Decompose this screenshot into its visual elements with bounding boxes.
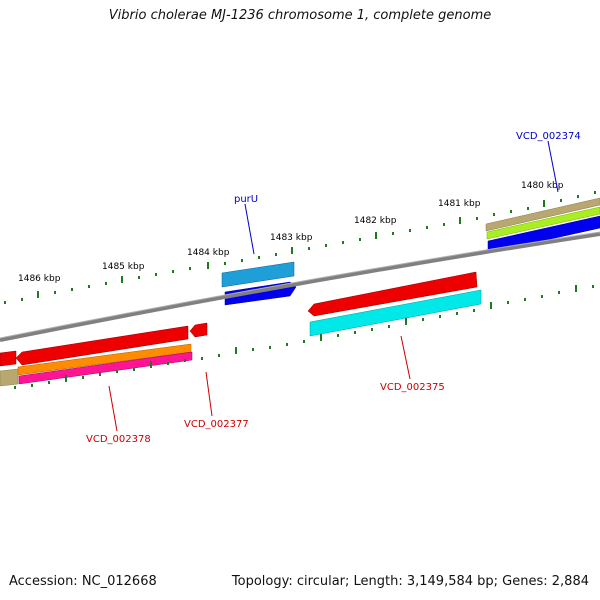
gene-label-vcd002378: VCD_002378: [86, 434, 151, 445]
genome-summary-text: Topology: circular; Length: 3,149,584 bp…: [231, 574, 589, 589]
ruler-label-1486: 1486 kbp: [18, 274, 61, 284]
gene-label-vcd002377: VCD_002377: [184, 419, 249, 430]
gene-olive-segment: [485, 197, 600, 232]
gene-blue-vcd002374: [487, 215, 600, 254]
leader-vcd002378: [108, 385, 118, 432]
gene-vcd002375[interactable]: [307, 271, 482, 337]
reverse-features-left[interactable]: [0, 322, 208, 387]
ruler-label-1485: 1485 kbp: [102, 262, 145, 272]
ruler-label-1480: 1480 kbp: [521, 181, 564, 191]
gene-labels[interactable]: purU VCD_002374 VCD_002375 VCD_002377 VC…: [86, 131, 581, 445]
gene-label-vcd002374: VCD_002374: [516, 131, 581, 142]
gene-red-vcd002375: [307, 271, 478, 317]
gene-red-vcd002377: [189, 322, 208, 338]
ruler-label-1484: 1484 kbp: [187, 248, 230, 258]
gene-magenta-segment: [18, 351, 193, 385]
ruler-label-1483: 1483 kbp: [270, 233, 313, 243]
gene-red-vcd002378: [15, 325, 189, 366]
genome-backbone: [0, 232, 600, 342]
map-title: Vibrio cholerae MJ-1236 chromosome 1, co…: [108, 8, 492, 23]
gene-label-purU: purU: [234, 194, 258, 205]
gene-purU[interactable]: [221, 261, 297, 306]
gene-skyblue-segment: [221, 261, 295, 288]
ruler-labels: 1486 kbp 1485 kbp 1484 kbp 1483 kbp 1482…: [18, 181, 564, 284]
leader-vcd002375: [400, 335, 411, 380]
ruler-label-1482: 1482 kbp: [354, 216, 397, 226]
forward-features-upper-right[interactable]: [485, 197, 600, 254]
leader-purU: [244, 203, 255, 255]
outer-tick-ring: [4, 191, 596, 304]
gene-leaders: [108, 140, 559, 432]
accession-text: Accession: NC_012668: [9, 574, 157, 589]
leader-vcd002377: [205, 371, 213, 417]
ruler-label-1481: 1481 kbp: [438, 199, 481, 209]
gene-lime-segment: [486, 206, 600, 240]
inner-tick-ring: [14, 285, 594, 389]
leader-vcd002374: [547, 140, 559, 193]
gene-red-left-edge: [0, 350, 17, 367]
gene-label-vcd002375: VCD_002375: [380, 382, 445, 393]
gene-cyan-segment: [309, 289, 482, 337]
gene-olive-left-edge: [0, 368, 19, 387]
